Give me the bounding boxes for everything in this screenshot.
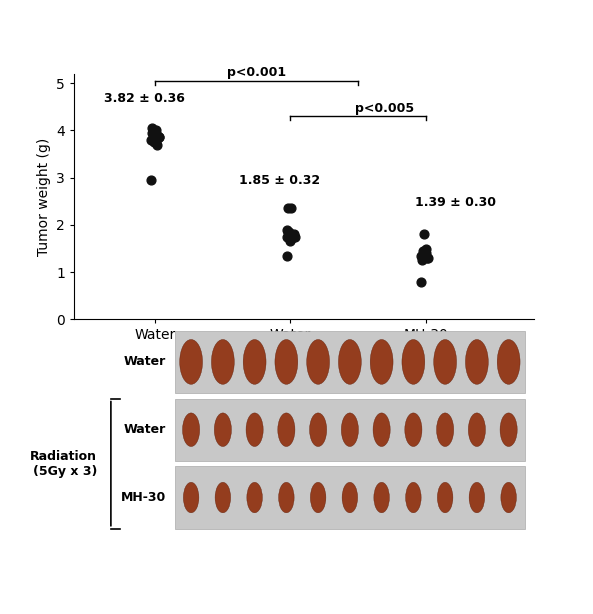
Ellipse shape (433, 340, 457, 384)
Ellipse shape (466, 340, 488, 384)
Point (152, 130, 162, 140)
Point (421, 244, 431, 254)
Point (147, 128, 157, 138)
Text: MH-30: MH-30 (121, 491, 166, 504)
Point (284, 227, 294, 237)
Ellipse shape (501, 483, 517, 513)
Ellipse shape (310, 483, 326, 513)
Point (289, 230, 298, 239)
Ellipse shape (183, 483, 199, 513)
Ellipse shape (402, 340, 425, 384)
Point (417, 277, 426, 287)
Ellipse shape (246, 413, 263, 446)
Point (283, 227, 292, 237)
Point (420, 251, 429, 260)
Text: Radiation
(5Gy x 3): Radiation (5Gy x 3) (30, 449, 97, 478)
Point (417, 255, 427, 265)
Ellipse shape (374, 483, 390, 513)
Ellipse shape (497, 340, 520, 384)
Bar (176, 331, 524, 393)
Point (151, 125, 161, 135)
Ellipse shape (373, 413, 390, 446)
Text: Water: Water (124, 356, 166, 368)
Text: 1.39 ± 0.30: 1.39 ± 0.30 (415, 196, 496, 209)
Y-axis label: Tumor weight (g): Tumor weight (g) (37, 138, 50, 255)
Point (151, 138, 161, 147)
Text: p<0.001: p<0.001 (227, 66, 286, 79)
Ellipse shape (436, 413, 454, 446)
Point (418, 246, 428, 256)
Ellipse shape (339, 340, 361, 384)
Text: Water: Water (124, 423, 166, 436)
Ellipse shape (342, 483, 358, 513)
Point (416, 251, 426, 260)
Ellipse shape (215, 483, 231, 513)
Point (286, 234, 295, 244)
Point (283, 232, 292, 242)
Bar (176, 398, 524, 461)
Text: 3.82 ± 0.36: 3.82 ± 0.36 (104, 91, 185, 104)
Ellipse shape (180, 340, 203, 384)
Point (420, 248, 430, 258)
Ellipse shape (438, 483, 453, 513)
Text: p<0.005: p<0.005 (355, 102, 415, 115)
Point (146, 175, 155, 185)
Point (286, 203, 296, 213)
Text: Radiation (5Gy x 3): Radiation (5Gy x 3) (287, 361, 422, 374)
Ellipse shape (500, 413, 517, 446)
Point (149, 138, 159, 147)
Ellipse shape (275, 340, 298, 384)
Ellipse shape (469, 483, 484, 513)
Point (146, 135, 156, 145)
Ellipse shape (406, 483, 421, 513)
Ellipse shape (278, 413, 295, 446)
Point (422, 253, 431, 263)
Ellipse shape (247, 483, 262, 513)
Ellipse shape (370, 340, 393, 384)
Ellipse shape (214, 413, 231, 446)
Point (285, 236, 295, 246)
Ellipse shape (279, 483, 294, 513)
Point (155, 133, 164, 142)
Point (152, 139, 162, 149)
Ellipse shape (243, 340, 266, 384)
Ellipse shape (183, 413, 200, 446)
Point (422, 248, 431, 258)
Point (282, 251, 292, 260)
Point (423, 253, 433, 263)
Ellipse shape (405, 413, 422, 446)
Ellipse shape (307, 340, 330, 384)
Bar (176, 467, 524, 529)
Text: 1.85 ± 0.32: 1.85 ± 0.32 (239, 174, 320, 187)
Point (147, 123, 157, 133)
Point (283, 225, 292, 235)
Ellipse shape (310, 413, 327, 446)
Ellipse shape (212, 340, 234, 384)
Point (283, 203, 293, 213)
Ellipse shape (468, 413, 486, 446)
Ellipse shape (342, 413, 358, 446)
Point (419, 230, 428, 239)
Point (154, 133, 164, 142)
Point (290, 232, 299, 242)
